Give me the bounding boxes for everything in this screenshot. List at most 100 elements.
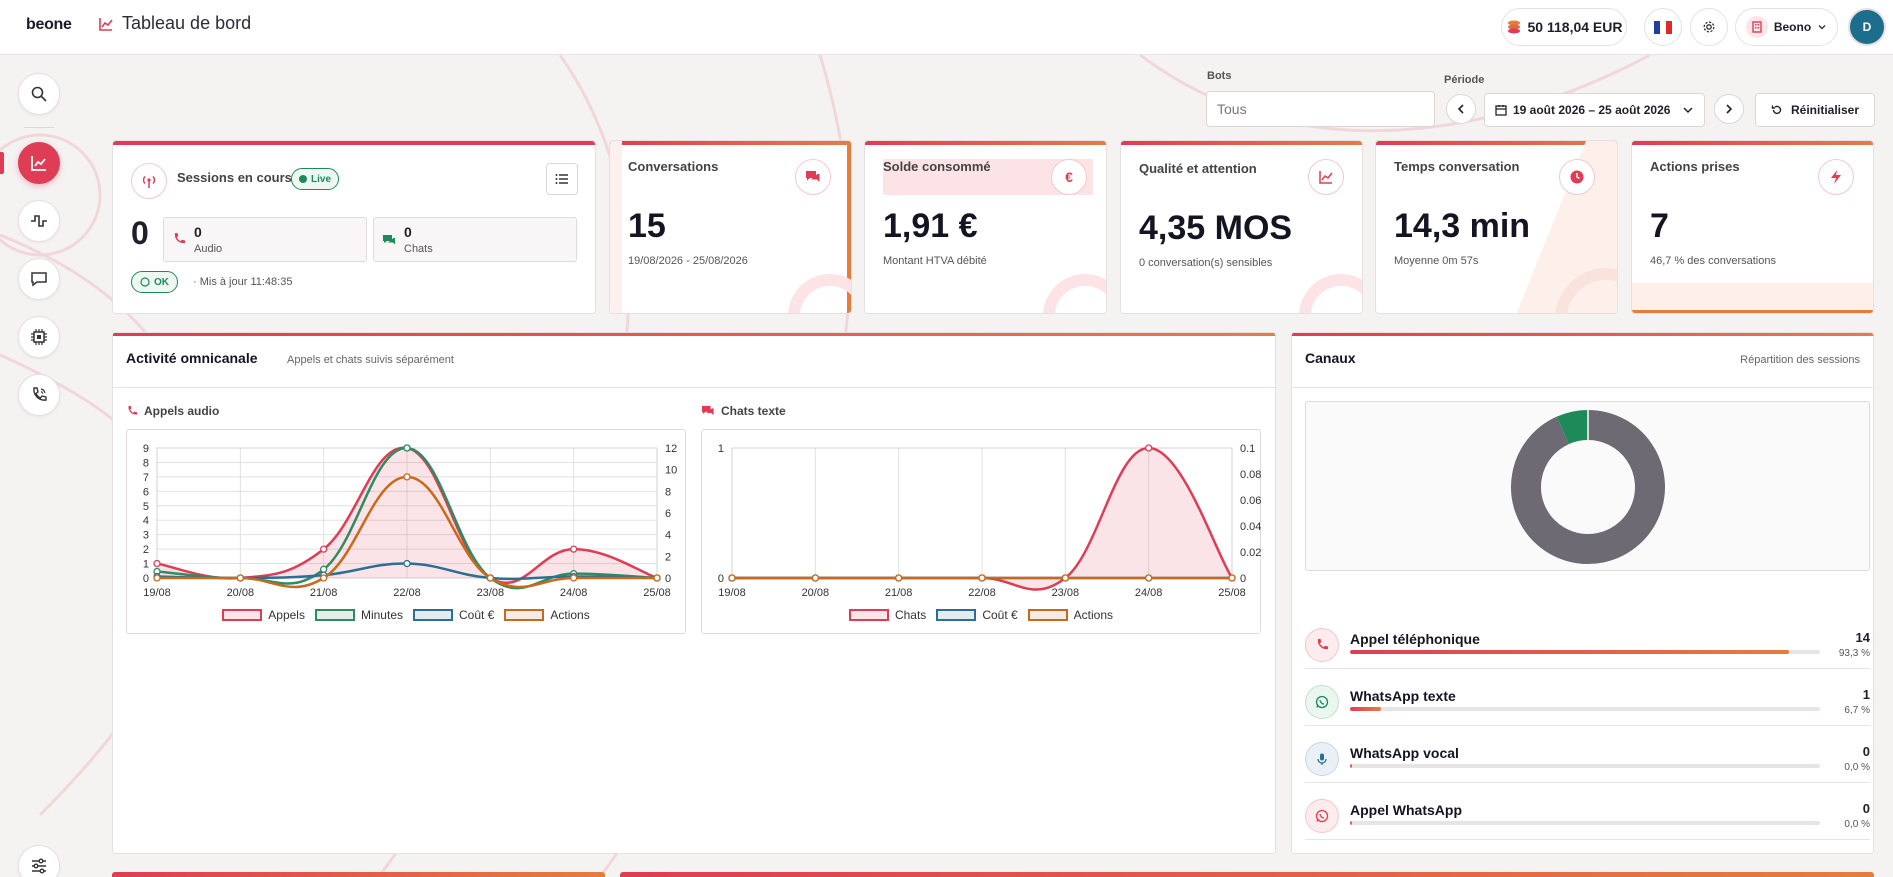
channel-count: 0 xyxy=(1862,801,1870,816)
y2-tick-label: 0.02 xyxy=(1240,547,1261,559)
kpi-subtitle: 0 conversation(s) sensibles xyxy=(1139,257,1273,269)
bots-value: Tous xyxy=(1217,101,1247,117)
phone-icon xyxy=(1305,628,1339,662)
legend-item[interactable]: Coût € xyxy=(936,608,1018,622)
sidebar-item-activity[interactable] xyxy=(18,200,60,242)
search-icon xyxy=(31,86,47,102)
kpi-card-duration: Temps conversation 14,3 min Moyenne 0m 5… xyxy=(1375,140,1618,314)
previous-period-button[interactable] xyxy=(1446,94,1476,124)
trend-chart-icon xyxy=(1308,159,1344,195)
bolt-icon xyxy=(1818,159,1854,195)
channel-name: WhatsApp texte xyxy=(1350,688,1456,704)
channel-progress-bar xyxy=(1350,650,1820,654)
sessions-total: 0 xyxy=(131,215,149,251)
live-badge: Live xyxy=(291,168,340,190)
channels-title: Canaux xyxy=(1305,350,1356,366)
sessions-list-button[interactable] xyxy=(546,163,578,195)
bots-select[interactable]: Tous xyxy=(1206,91,1435,127)
x-tick-label: 20/08 xyxy=(802,587,830,599)
x-tick-label: 20/08 xyxy=(227,587,255,599)
sidebar-item-dashboard[interactable] xyxy=(18,142,60,184)
chat-icon xyxy=(702,405,714,416)
legend-item[interactable]: Coût € xyxy=(413,608,494,622)
kpi-subtitle: 46,7 % des conversations xyxy=(1650,255,1776,267)
chat-bubble-icon xyxy=(31,272,47,287)
data-point xyxy=(570,574,578,582)
sidebar-active-marker xyxy=(0,152,4,174)
pie-slice xyxy=(1556,410,1589,445)
audio-sessions-box: 0 Audio xyxy=(163,217,367,262)
channels-panel: Canaux Répartition des sessions Appel té… xyxy=(1291,332,1874,854)
data-point xyxy=(403,444,411,452)
y-tick-label: 6 xyxy=(143,486,149,498)
kpi-subtitle: Moyenne 0m 57s xyxy=(1394,255,1479,267)
chat-chart-heading: Chats texte xyxy=(701,404,786,418)
channel-name: Appel téléphonique xyxy=(1350,631,1480,647)
data-point xyxy=(1145,444,1153,452)
reset-button[interactable]: Réinitialiser xyxy=(1755,93,1875,127)
legend-item[interactable]: Appels xyxy=(222,608,305,622)
y2-tick-label: 0 xyxy=(665,573,671,585)
logo[interactable]: beone xyxy=(26,16,72,33)
calendar-icon xyxy=(1495,105,1507,116)
french-flag-icon xyxy=(1654,20,1672,34)
y2-tick-label: 0.1 xyxy=(1240,443,1255,455)
data-point xyxy=(486,574,494,582)
channels-subtitle: Répartition des sessions xyxy=(1740,354,1860,366)
x-tick-label: 21/08 xyxy=(310,587,338,599)
chevron-down-icon xyxy=(1683,107,1693,114)
kpi-card-conversations: Conversations 15 19/08/2026 - 25/08/2026 xyxy=(609,140,852,314)
kpi-card-actions: Actions prises 7 46,7 % des conversation… xyxy=(1631,140,1874,314)
sidebar-item-conversations[interactable] xyxy=(18,258,60,300)
y2-tick-label: 12 xyxy=(665,443,677,455)
legend-item[interactable]: Actions xyxy=(504,608,590,622)
sidebar-item-calls[interactable] xyxy=(18,374,60,416)
period-picker[interactable]: 19 août 2026 – 25 août 2026 xyxy=(1484,93,1705,127)
y-tick-label: 9 xyxy=(143,443,149,455)
balance-pill[interactable]: 50 118,04 EUR xyxy=(1501,8,1627,46)
language-button[interactable] xyxy=(1644,8,1682,46)
legend-item[interactable]: Minutes xyxy=(314,608,403,622)
data-point xyxy=(978,574,986,582)
period-value: 19 août 2026 – 25 août 2026 xyxy=(1513,103,1671,117)
chat-chart: 0 1 0 0.02 0.04 0.06 0.08 0.1 19/08 20/08 21/08 22/… xyxy=(701,429,1261,634)
y-tick-label: 3 xyxy=(143,530,149,542)
sidebar-item-bots[interactable] xyxy=(18,316,60,358)
y-tick-label: 1 xyxy=(143,559,149,571)
x-tick-label: 24/08 xyxy=(1135,587,1163,599)
channel-row: Appel WhatsApp 0 0,0 % xyxy=(1305,794,1870,840)
kpi-card-quality: Qualité et attention 4,35 MOS 0 conversa… xyxy=(1120,140,1363,314)
channel-row: WhatsApp vocal 0 0,0 % xyxy=(1305,737,1870,783)
kpi-title: Actions prises xyxy=(1650,159,1740,174)
period-label: Période xyxy=(1444,74,1485,86)
y2-tick-label: 0.06 xyxy=(1240,495,1261,507)
sidebar-item-search[interactable] xyxy=(18,73,60,115)
chat-icon xyxy=(383,235,395,245)
channel-percent: 0,0 % xyxy=(1844,762,1870,773)
legend-item[interactable]: Chats xyxy=(848,608,926,622)
audio-chart-legend: Appels Minutes Coût € Actions xyxy=(127,608,685,622)
settings-button[interactable] xyxy=(1690,8,1728,46)
whatsapp-icon xyxy=(1305,685,1339,719)
legend-item[interactable]: Actions xyxy=(1027,608,1113,622)
chevron-right-icon xyxy=(1726,104,1733,114)
phone-icon xyxy=(174,233,185,244)
clock-icon xyxy=(1559,159,1595,195)
data-point xyxy=(320,545,328,553)
organization-selector[interactable]: Beono xyxy=(1735,8,1838,46)
data-point xyxy=(403,559,411,568)
next-period-button[interactable] xyxy=(1714,94,1744,124)
x-tick-label: 22/08 xyxy=(393,587,421,599)
sidebar-item-settings[interactable] xyxy=(18,845,60,877)
y-tick-label: 5 xyxy=(143,501,149,513)
sidebar-divider xyxy=(24,127,54,128)
y-tick-label: 8 xyxy=(143,457,149,469)
whatsapp-icon xyxy=(140,277,150,287)
data-point xyxy=(1061,574,1069,582)
x-tick-label: 24/08 xyxy=(560,587,588,599)
channel-name: Appel WhatsApp xyxy=(1350,802,1462,818)
kpi-value: 15 xyxy=(628,207,666,245)
avatar[interactable]: D xyxy=(1848,8,1886,46)
kpi-title: Qualité et attention xyxy=(1139,161,1257,176)
organization-name: Beono xyxy=(1773,20,1812,34)
